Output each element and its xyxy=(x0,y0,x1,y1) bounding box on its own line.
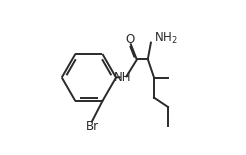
Text: NH: NH xyxy=(114,71,132,84)
Text: NH$_2$: NH$_2$ xyxy=(154,31,178,46)
Text: Br: Br xyxy=(85,120,99,133)
Text: O: O xyxy=(125,33,134,46)
